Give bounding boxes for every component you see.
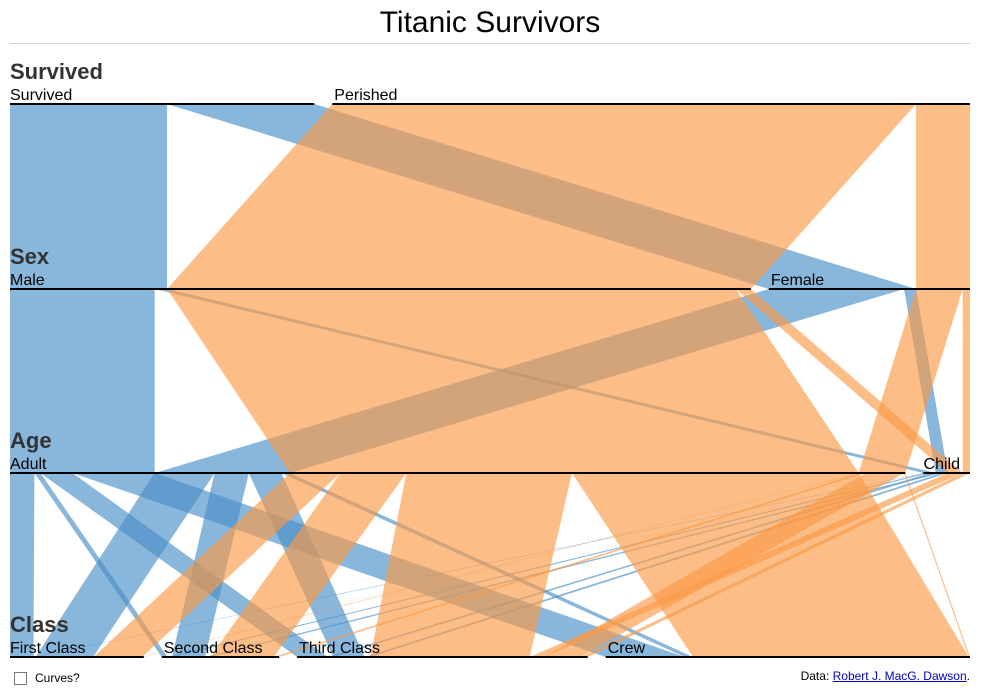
category-label-survived[interactable]: Survived	[10, 87, 72, 104]
ribbon-perished-male-adult[interactable]	[167, 289, 859, 473]
credit-suffix: .	[966, 669, 970, 683]
category-label-third-class[interactable]: Third Class	[299, 640, 380, 657]
ribbon-survived-male[interactable]	[10, 104, 168, 289]
dimension-title-sex[interactable]: Sex	[10, 244, 50, 269]
credit-link[interactable]: Robert J. MacG. Dawson	[832, 669, 967, 683]
category-label-adult[interactable]: Adult	[10, 456, 47, 473]
chart-title: Titanic Survivors	[379, 6, 601, 39]
category-label-second-class[interactable]: Second Class	[164, 640, 263, 657]
dimension-title-class[interactable]: Class	[10, 612, 69, 637]
curves-label: Curves?	[35, 671, 80, 685]
category-label-perished[interactable]: Perished	[334, 87, 397, 104]
ribbon-layer	[10, 104, 970, 657]
title-divider	[10, 43, 970, 44]
ribbon-perished-female-adult[interactable]	[858, 289, 963, 473]
ribbon-perished-female-adult-crew[interactable]	[904, 473, 970, 657]
curves-checkbox[interactable]	[14, 671, 27, 685]
ribbon-perished-male-adult-first-class[interactable]	[93, 473, 341, 657]
ribbon-perished-female[interactable]	[916, 104, 970, 289]
credit-prefix: Data:	[800, 669, 833, 683]
ribbon-survived-male-adult-first-class[interactable]	[10, 473, 35, 657]
dimension-title-age[interactable]: Age	[10, 428, 52, 453]
category-label-child[interactable]: Child	[924, 456, 960, 473]
category-label-first-class[interactable]: First Class	[10, 640, 86, 657]
ribbon-perished-female-adult-second-class[interactable]	[273, 473, 866, 657]
ribbon-perished-female-adult-third-class[interactable]	[544, 473, 905, 657]
curves-control[interactable]: Curves?	[14, 671, 80, 685]
data-credit: Data: Robert J. MacG. Dawson.	[801, 669, 970, 683]
dimension-title-survived[interactable]: Survived	[10, 59, 103, 84]
ribbon-survived-female-adult-first-class[interactable]	[35, 473, 215, 657]
ribbon-perished-female-adult-first-class[interactable]	[142, 473, 861, 657]
category-label-female[interactable]: Female	[771, 272, 824, 289]
ribbon-perished-female-child-third-class[interactable]	[580, 473, 970, 657]
category-label-male[interactable]: Male	[10, 272, 45, 289]
ribbon-perished-male-adult-second-class[interactable]	[210, 473, 407, 657]
category-label-crew[interactable]: Crew	[608, 640, 646, 657]
ribbon-perished-female-child[interactable]	[962, 289, 970, 473]
axis-layer: Survived Survived Perished Sex Male Female Age…	[10, 59, 970, 658]
ribbon-perished-male[interactable]	[167, 104, 917, 289]
ribbon-survived-male-adult[interactable]	[10, 289, 155, 473]
